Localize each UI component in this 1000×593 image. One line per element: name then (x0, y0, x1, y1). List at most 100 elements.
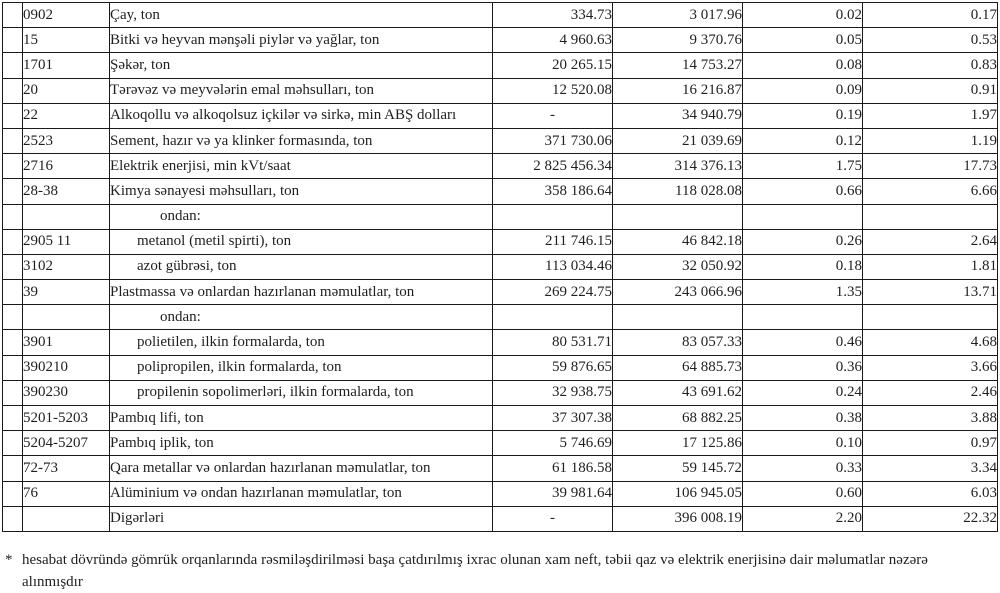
table-row: 72-73 Qara metallar və onlardan hazırlan… (2, 455, 998, 482)
cell-value: 118 028.08 (612, 178, 743, 205)
cell-share1 (742, 304, 863, 331)
cell-share2: 3.88 (862, 404, 998, 432)
cell-share2: 6.03 (862, 480, 998, 507)
cell-share2: 0.83 (862, 52, 998, 79)
cell-share1: 0.18 (742, 253, 863, 281)
row-spacer-cell (2, 404, 23, 432)
table-row: 0902 Çay, ton 334.73 3 017.96 0.02 0.17 (2, 1, 998, 29)
cell-share1: 0.19 (742, 102, 863, 129)
footnote: * hesabat dövründə gömrük orqanlarında r… (5, 549, 993, 593)
cell-share1: 0.38 (742, 404, 863, 432)
table-row: 22 Alkoqollu və alkoqolsuz içkilər və si… (2, 102, 998, 129)
cell-description: Sement, hazır və ya klinker formasında, … (109, 127, 493, 155)
cell-share2: 17.73 (862, 153, 998, 180)
cell-share1: 0.10 (742, 430, 863, 457)
footnote-line-2: alınmışdır (22, 574, 83, 590)
cell-share2: 13.71 (862, 279, 998, 306)
cell-description: Alüminium və ondan hazırlanan məmulatlar… (109, 480, 493, 507)
cell-share2: 2.46 (862, 379, 998, 407)
cell-share2: 4.68 (862, 329, 998, 356)
cell-share2: 1.81 (862, 253, 998, 281)
table-row: 2523 Sement, hazır və ya klinker forması… (2, 127, 998, 155)
row-spacer-cell (2, 379, 23, 407)
cell-code: 5204-5207 (22, 430, 110, 457)
cell-share1: 1.35 (742, 279, 863, 306)
cell-quantity: 59 876.65 (492, 354, 613, 381)
row-spacer-cell (2, 203, 23, 230)
cell-share1: 0.26 (742, 228, 863, 255)
cell-value: 59 145.72 (612, 455, 743, 482)
cell-value (612, 203, 743, 230)
table-row: ondan: (2, 203, 998, 230)
cell-share2: 3.34 (862, 455, 998, 482)
cell-code: 2523 (22, 127, 110, 155)
cell-quantity: 80 531.71 (492, 329, 613, 356)
row-spacer-cell (2, 253, 23, 281)
cell-description: Digərləri (109, 505, 493, 532)
row-spacer-cell (2, 455, 23, 482)
cell-share2: 0.17 (862, 1, 998, 29)
cell-share1: 0.36 (742, 354, 863, 381)
cell-code (22, 505, 110, 532)
table-row: 3102 azot gübrəsi, ton 113 034.46 32 050… (2, 253, 998, 281)
cell-value: 21 039.69 (612, 127, 743, 155)
cell-value: 68 882.25 (612, 404, 743, 432)
cell-value: 43 691.62 (612, 379, 743, 407)
cell-description: polietilen, ilkin formalarda, ton (109, 329, 493, 356)
row-spacer-cell (2, 480, 23, 507)
cell-description: Kimya sənayesi məhsulları, ton (109, 178, 493, 205)
cell-description: Şəkər, ton (109, 52, 493, 79)
table-row: 20 Tərəvəz və meyvələrin emal məhsulları… (2, 77, 998, 104)
table-row: ondan: (2, 304, 998, 331)
cell-share2: 6.66 (862, 178, 998, 205)
cell-value: 34 940.79 (612, 102, 743, 129)
row-spacer-cell (2, 77, 23, 104)
cell-description: Pambıq lifi, ton (109, 404, 493, 432)
cell-quantity: 37 307.38 (492, 404, 613, 432)
cell-value: 46 842.18 (612, 228, 743, 255)
cell-description: Çay, ton (109, 1, 493, 29)
cell-code: 20 (22, 77, 110, 104)
cell-quantity: 2 825 456.34 (492, 153, 613, 180)
table-row: 5204-5207 Pambıq iplik, ton 5 746.69 17 … (2, 430, 998, 457)
table-row: 2905 11 metanol (metil spirti), ton 211 … (2, 228, 998, 255)
footnote-asterisk: * (5, 552, 13, 568)
cell-value: 32 050.92 (612, 253, 743, 281)
footnote-line-1: hesabat dövründə gömrük orqanlarında rəs… (22, 552, 928, 568)
cell-quantity (492, 304, 613, 331)
cell-share1: 0.60 (742, 480, 863, 507)
cell-value: 3 017.96 (612, 1, 743, 29)
cell-quantity (492, 203, 613, 230)
cell-description: Plastmassa və onlardan hazırlanan məmula… (109, 279, 493, 306)
cell-code: 390210 (22, 354, 110, 381)
cell-share1: 0.08 (742, 52, 863, 79)
cell-description: Tərəvəz və meyvələrin emal məhsulları, t… (109, 77, 493, 104)
row-spacer-cell (2, 228, 23, 255)
cell-share1: 1.75 (742, 153, 863, 180)
cell-quantity: 61 186.58 (492, 455, 613, 482)
row-spacer-cell (2, 329, 23, 356)
row-spacer-cell (2, 1, 23, 29)
cell-description: polipropilen, ilkin formalarda, ton (109, 354, 493, 381)
cell-code: 5201-5203 (22, 404, 110, 432)
cell-description: Pambıq iplik, ton (109, 430, 493, 457)
cell-share1: 0.24 (742, 379, 863, 407)
table-row: 39 Plastmassa və onlardan hazırlanan məm… (2, 279, 998, 306)
cell-code: 2905 11 (22, 228, 110, 255)
cell-share2: 0.97 (862, 430, 998, 457)
cell-value: 64 885.73 (612, 354, 743, 381)
row-spacer-cell (2, 102, 23, 129)
cell-description: azot gübrəsi, ton (109, 253, 493, 281)
footnote-text: hesabat dövründə gömrük orqanlarında rəs… (22, 549, 993, 593)
cell-value: 16 216.87 (612, 77, 743, 104)
cell-code: 3901 (22, 329, 110, 356)
cell-share1: 2.20 (742, 505, 863, 532)
table-row: 390210 polipropilen, ilkin formalarda, t… (2, 354, 998, 381)
cell-code: 22 (22, 102, 110, 129)
cell-share2: 1.19 (862, 127, 998, 155)
cell-quantity: 113 034.46 (492, 253, 613, 281)
cell-value: 9 370.76 (612, 27, 743, 54)
row-spacer-cell (2, 153, 23, 180)
cell-share1: 0.05 (742, 27, 863, 54)
table-row: Digərləri - 396 008.19 2.20 22.32 (2, 505, 998, 532)
